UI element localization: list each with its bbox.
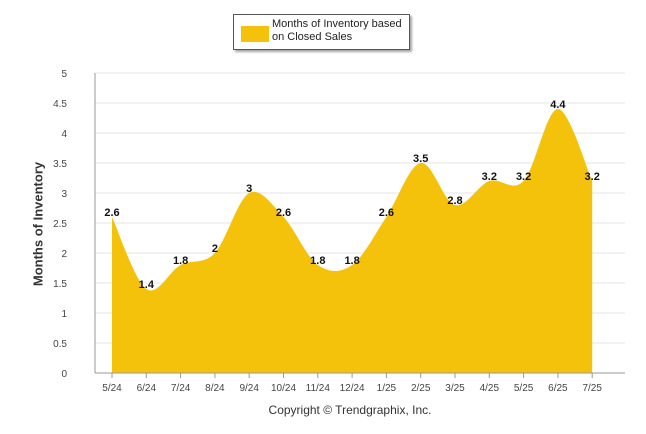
y-tick-label: 3 — [61, 189, 67, 200]
y-tick-label: 5 — [61, 69, 67, 80]
series-area — [112, 109, 593, 373]
y-tick-label: 4.5 — [53, 99, 67, 110]
data-label: 3 — [246, 183, 252, 195]
y-tick-label: 1.5 — [53, 279, 67, 290]
copyright-text: Copyright © Trendgraphix, Inc. — [268, 403, 432, 417]
x-tick-label: 6/25 — [548, 383, 568, 394]
x-tick-label: 8/24 — [205, 383, 225, 394]
x-tick-label: 10/24 — [271, 383, 296, 394]
x-tick-label: 2/25 — [411, 383, 431, 394]
y-tick-label: 4 — [61, 129, 67, 140]
area-layer — [112, 109, 593, 373]
data-label: 3.2 — [482, 171, 497, 183]
x-tick-label: 1/25 — [377, 383, 397, 394]
x-tick-label: 6/24 — [137, 383, 157, 394]
label-layer: 2.6 1.4 1.8 2 3 2.6 1.8 1.8 2.6 3.5 2.8 3.2 3.2 4.4 3.… — [104, 99, 599, 291]
data-label: 1.8 — [344, 255, 359, 267]
x-tick-label: 7/25 — [582, 383, 602, 394]
data-label: 2.8 — [447, 195, 462, 207]
data-label: 4.4 — [550, 99, 566, 111]
x-tick-label: 11/24 — [306, 383, 331, 394]
data-label: 3.2 — [516, 171, 531, 183]
axis-layer: 0 0.5 1 1.5 2 2.5 3 3.5 4 4.5 5 5/24 6/24 7/24 8/24 9/2… — [53, 69, 625, 394]
y-tick-label: 2 — [61, 249, 67, 260]
x-tick-label: 5/24 — [102, 383, 122, 394]
y-tick-label: 0 — [61, 369, 67, 380]
x-tick-label: 4/25 — [480, 383, 500, 394]
legend-label: Months of Inventory based on Closed Sale… — [272, 18, 402, 43]
legend: Months of Inventory based on Closed Sale… — [233, 14, 410, 50]
y-tick-label: 1 — [61, 309, 67, 320]
x-tick-label: 3/25 — [445, 383, 465, 394]
data-label: 2 — [212, 243, 218, 255]
data-label: 1.8 — [310, 255, 325, 267]
data-label: 2.6 — [379, 207, 394, 219]
data-label: 3.2 — [585, 171, 600, 183]
data-label: 3.5 — [413, 153, 428, 165]
y-tick-label: 2.5 — [53, 219, 67, 230]
data-label: 1.4 — [139, 279, 155, 291]
x-tick-label: 12/24 — [340, 383, 365, 394]
legend-swatch — [241, 26, 269, 42]
x-tick-label: 7/24 — [171, 383, 191, 394]
data-label: 2.6 — [276, 207, 291, 219]
x-tick-label: 5/25 — [514, 383, 534, 394]
y-axis-title: Months of Inventory — [30, 161, 46, 287]
data-label: 1.8 — [173, 255, 188, 267]
y-tick-label: 3.5 — [53, 159, 67, 170]
x-tick-label: 9/24 — [239, 383, 259, 394]
y-tick-label: 0.5 — [53, 339, 67, 350]
data-label: 2.6 — [104, 207, 119, 219]
